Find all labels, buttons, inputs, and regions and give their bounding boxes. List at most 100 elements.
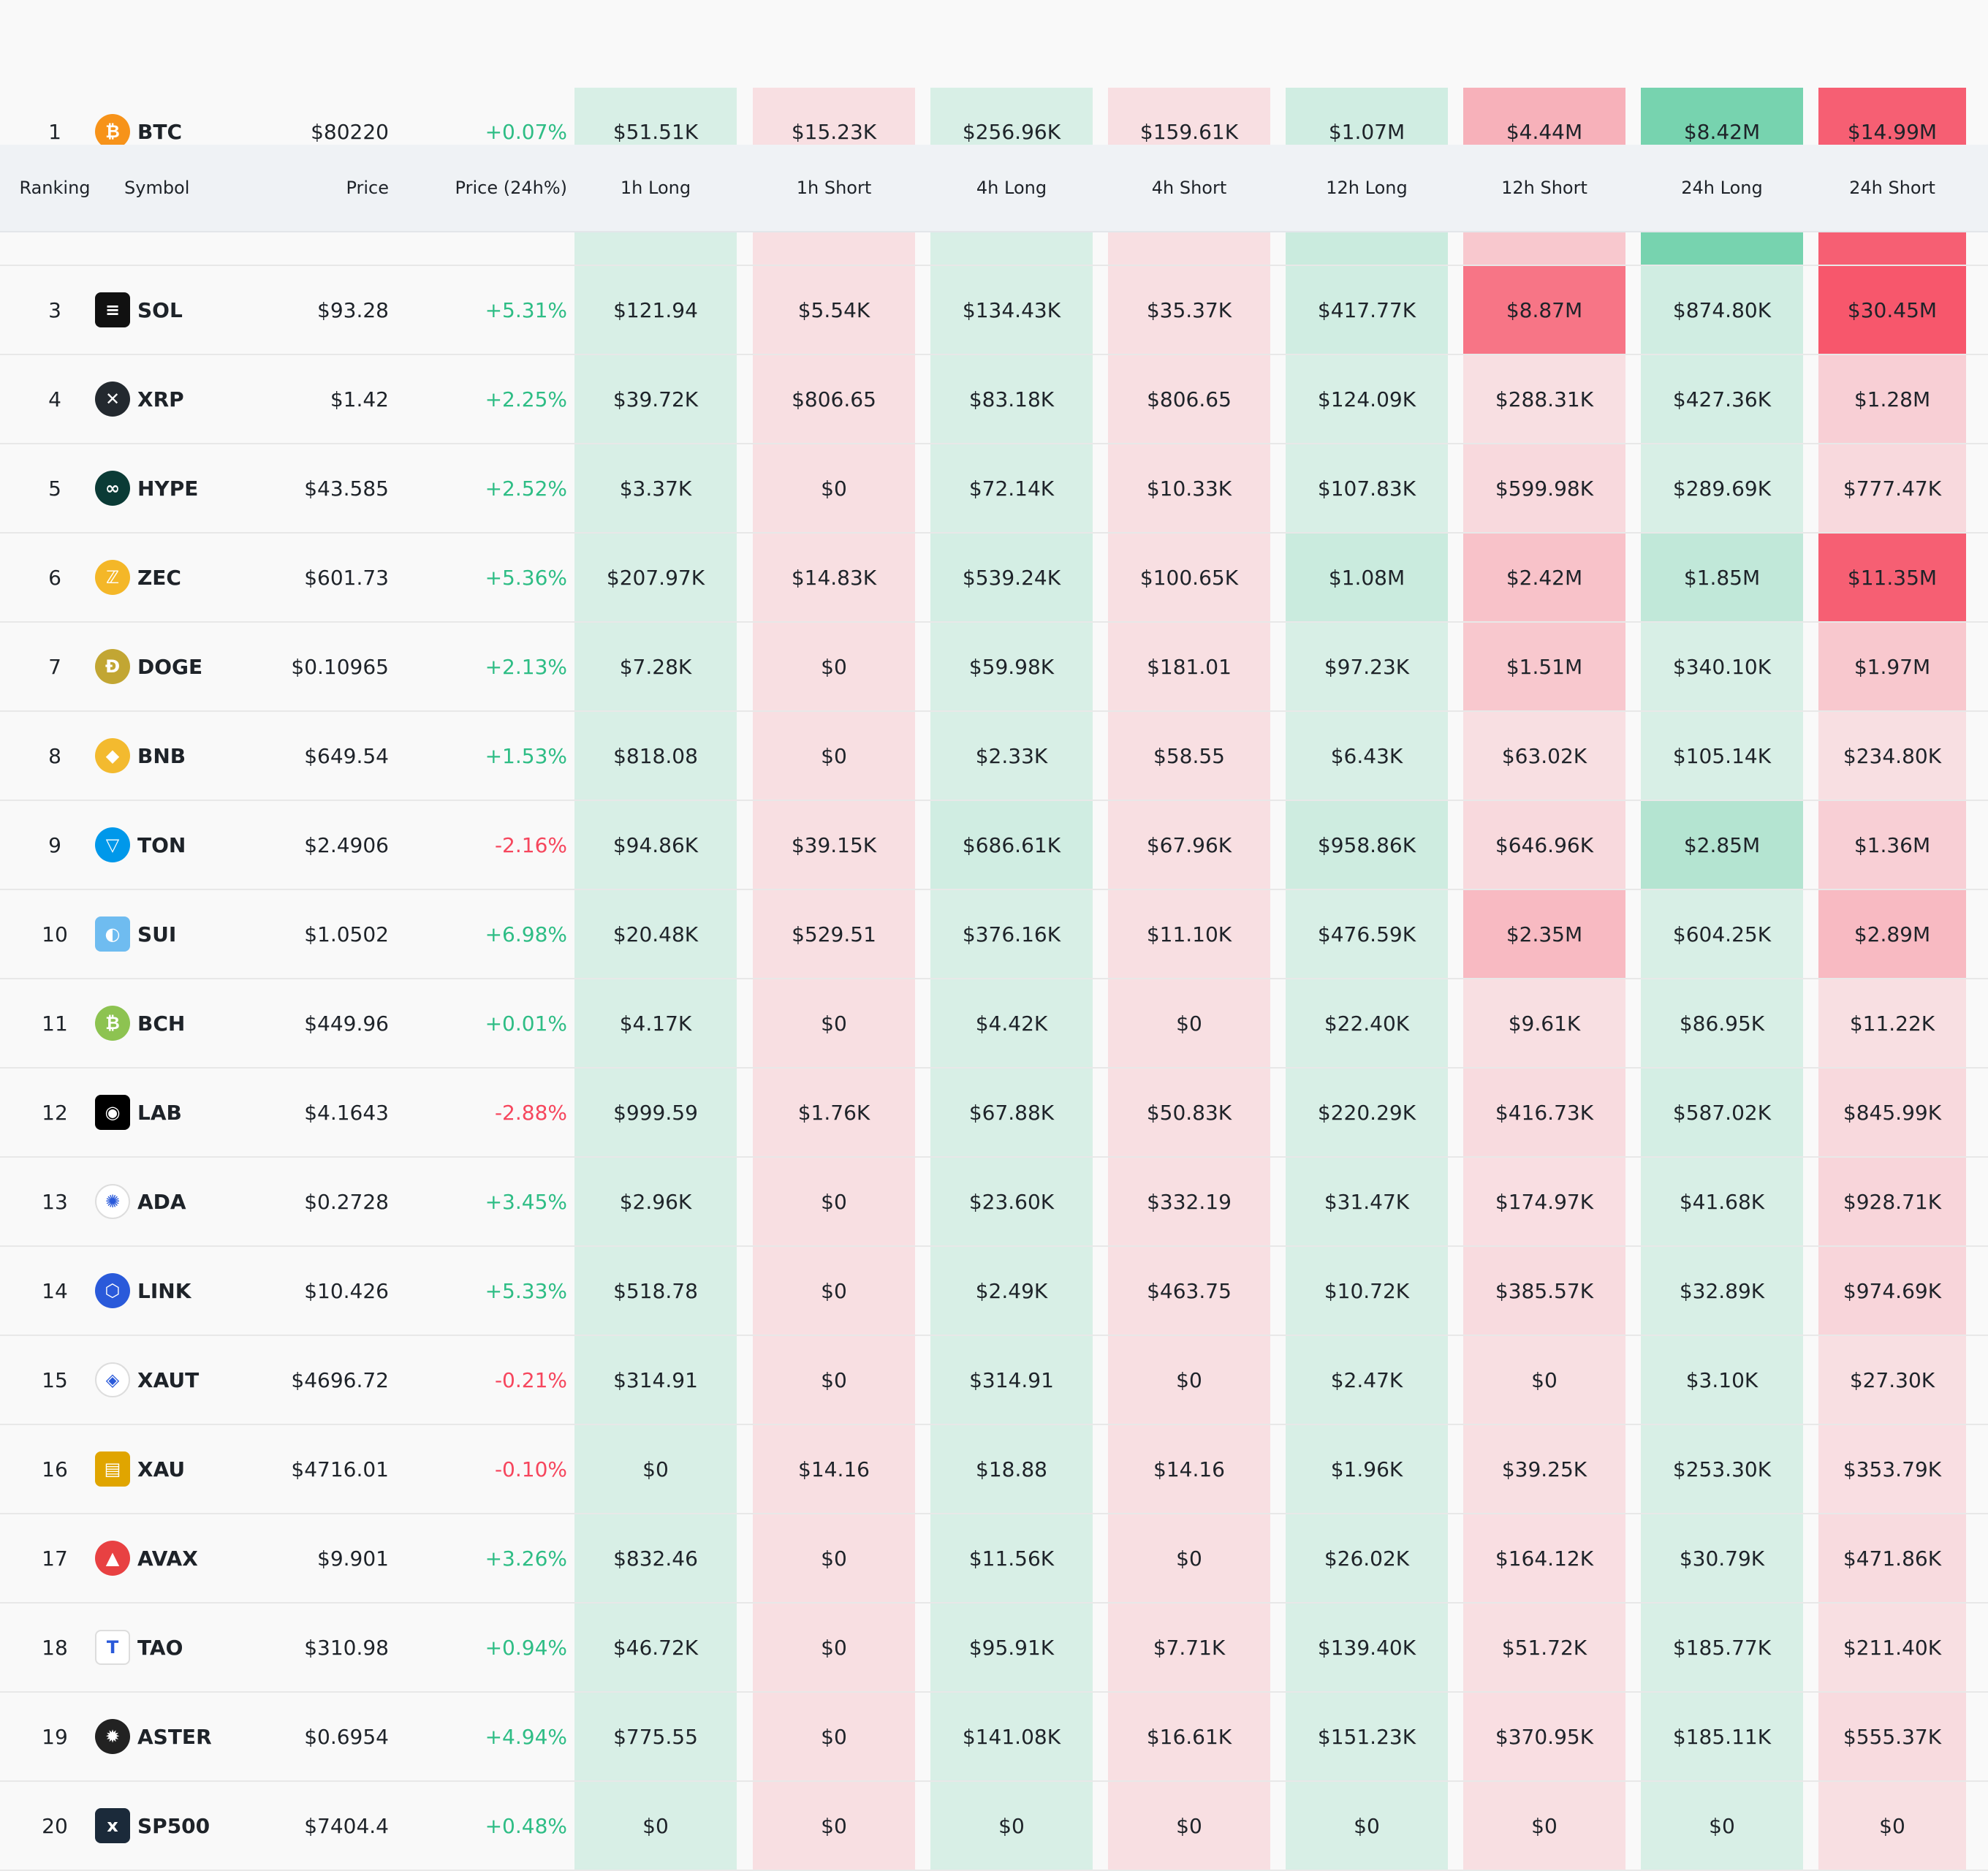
symbol-label: XAU [137,1457,186,1481]
header-24h-long[interactable]: 24h Long [1681,178,1763,198]
table-row[interactable]: $207.97K $14.83K $539.24K $100.65K $1.08M $2.… [0,534,1988,623]
change-value: +0.94% [485,1635,567,1660]
value-cell: $14.83K [753,534,915,621]
price-value: $4716.01 [291,1457,389,1481]
value-cell: $107.83K [1286,444,1448,532]
change-value: +1.53% [485,743,567,768]
tether-gold-icon: ◈ [95,1362,130,1397]
symbol-label: BNB [137,743,186,768]
symbol-label: XAUT [137,1367,200,1392]
header-change[interactable]: Price (24h%) [455,178,567,198]
symbol-label: SOL [137,297,183,322]
table-row[interactable]: $4.17K $0 $4.42K $0 $22.40K $9.61K $86.95K $11.… [0,979,1988,1069]
change-value: +6.98% [485,922,567,946]
table-row[interactable]: $46.72K $0 $95.91K $7.71K $139.40K $51.72K $18… [0,1604,1988,1693]
symbol-cell[interactable]: ▤ XAU [95,1425,285,1513]
table-row[interactable]: $518.78 $0 $2.49K $463.75 $10.72K $385.57K $32… [0,1247,1988,1336]
value-cell: $385.57K [1463,1247,1625,1335]
value-cell: $1.36M [1818,801,1966,889]
symbol-cell[interactable]: ₿ BCH [95,979,285,1067]
value-cell: $0 [753,1336,915,1424]
table-row[interactable]: $0 $14.16 $18.88 $14.16 $1.96K $39.25K $253.30… [0,1425,1988,1514]
header-4h-long[interactable]: 4h Long [976,178,1047,198]
value-cell: $587.02K [1641,1069,1803,1156]
symbol-cell[interactable]: ₿ BTC [95,88,285,175]
header-symbol[interactable]: Symbol [124,178,190,198]
value-cell: $2.47K [1286,1336,1448,1424]
header-12h-long[interactable]: 12h Long [1326,178,1408,198]
value-cell: $376.16K [930,890,1093,978]
value-cell: $14.16 [753,1425,915,1513]
price-value: $10.426 [304,1278,389,1303]
value-cell: $20.48K [574,890,737,978]
header-24h-short[interactable]: 24h Short [1849,178,1935,198]
symbol-cell[interactable]: ▽ TON [95,801,285,889]
value-cell: $100.65K [1108,534,1270,621]
table-row[interactable]: $818.08 $0 $2.33K $58.55 $6.43K $63.02K $105.1… [0,712,1988,801]
price-value: $1.42 [330,387,389,411]
symbol-cell[interactable]: x SP500 [95,1782,285,1870]
symbol-label: LAB [137,1100,182,1125]
symbol-cell[interactable]: ℤ ZEC [95,534,285,621]
symbol-cell[interactable]: ◉ LAB [95,1069,285,1156]
symbol-cell[interactable]: ✕ XRP [95,355,285,443]
header-4h-short[interactable]: 4h Short [1151,178,1227,198]
table-row[interactable]: $999.59 $1.76K $67.88K $50.83K $220.29K $416.… [0,1069,1988,1158]
value-cell: $1.85M [1641,534,1803,621]
value-cell: $2.35M [1463,890,1625,978]
symbol-label: BCH [137,1011,186,1036]
symbol-cell[interactable]: ◆ BNB [95,712,285,800]
symbol-cell[interactable]: T TAO [95,1604,285,1691]
value-cell: $529.51 [753,890,915,978]
change-value: -0.21% [494,1367,567,1392]
gold-bars-icon: ▤ [95,1451,130,1487]
value-cell: $0 [1818,1782,1966,1870]
change-value: +3.45% [485,1189,567,1214]
symbol-cell[interactable]: ▲ AVAX [95,1514,285,1602]
table-row[interactable]: $20.48K $529.51 $376.16K $11.10K $476.59K $2.… [0,890,1988,979]
value-cell: $51.72K [1463,1604,1625,1691]
table-row[interactable]: $94.86K $39.15K $686.61K $67.96K $958.86K $64… [0,801,1988,890]
symbol-cell[interactable]: ◈ XAUT [95,1336,285,1424]
value-cell: $50.83K [1108,1069,1270,1156]
table-row[interactable]: $775.55 $0 $141.08K $16.61K $151.23K $370.95K… [0,1693,1988,1782]
header-12h-short[interactable]: 12h Short [1501,178,1587,198]
symbol-cell[interactable]: ✺ ADA [95,1158,285,1245]
header-1h-long[interactable]: 1h Long [620,178,691,198]
table-row[interactable]: $314.91 $0 $314.91 $0 $2.47K $0 $3.10K $27.30K 1… [0,1336,1988,1425]
symbol-cell[interactable]: ⬡ LINK [95,1247,285,1335]
change-value: +2.52% [485,476,567,501]
value-cell: $539.24K [930,534,1093,621]
value-cell: $32.89K [1641,1247,1803,1335]
price-value: $310.98 [304,1635,389,1660]
symbol-label: ZEC [137,565,181,590]
value-cell: $7.71K [1108,1604,1270,1691]
header-1h-short[interactable]: 1h Short [796,178,872,198]
change-value: +4.94% [485,1724,567,1749]
table-row[interactable]: $0 $0 $0 $0 $0 $0 $0 $0 20 x SP500 $7404.4 +0.48% [0,1782,1988,1871]
rank-number: 7 [48,654,61,679]
symbol-label: TON [137,832,186,857]
symbol-cell[interactable]: ✹ ASTER [95,1693,285,1780]
header-price[interactable]: Price [346,178,389,198]
value-cell: $211.40K [1818,1604,1966,1691]
value-cell: $5.54K [753,266,915,354]
table-row[interactable]: $832.46 $0 $11.56K $0 $26.02K $164.12K $30.79K… [0,1514,1988,1604]
symbol-label: AVAX [137,1546,198,1571]
table-row[interactable]: $3.37K $0 $72.14K $10.33K $107.83K $599.98K $2… [0,444,1988,534]
xrp-icon: ✕ [95,382,130,417]
table-row[interactable]: $7.28K $0 $59.98K $181.01 $97.23K $1.51M $340.… [0,623,1988,712]
value-cell: $806.65 [753,355,915,443]
table-row[interactable]: $2.96K $0 $23.60K $332.19 $31.47K $174.97K $41… [0,1158,1988,1247]
symbol-cell[interactable]: ∞ HYPE [95,444,285,532]
symbol-label: ADA [137,1189,186,1214]
xyz-icon: x [95,1808,130,1843]
header-ranking[interactable]: Ranking [19,178,91,198]
value-cell: $141.08K [930,1693,1093,1780]
symbol-cell[interactable]: ≡ SOL [95,266,285,354]
table-row[interactable]: $39.72K $806.65 $83.18K $806.65 $124.09K $288… [0,355,1988,444]
table-row[interactable]: $121.94 $5.54K $134.43K $35.37K $417.77K $8.8… [0,266,1988,355]
value-cell: $2.49K [930,1247,1093,1335]
symbol-cell[interactable]: ◐ SUI [95,890,285,978]
symbol-cell[interactable]: Ð DOGE [95,623,285,710]
